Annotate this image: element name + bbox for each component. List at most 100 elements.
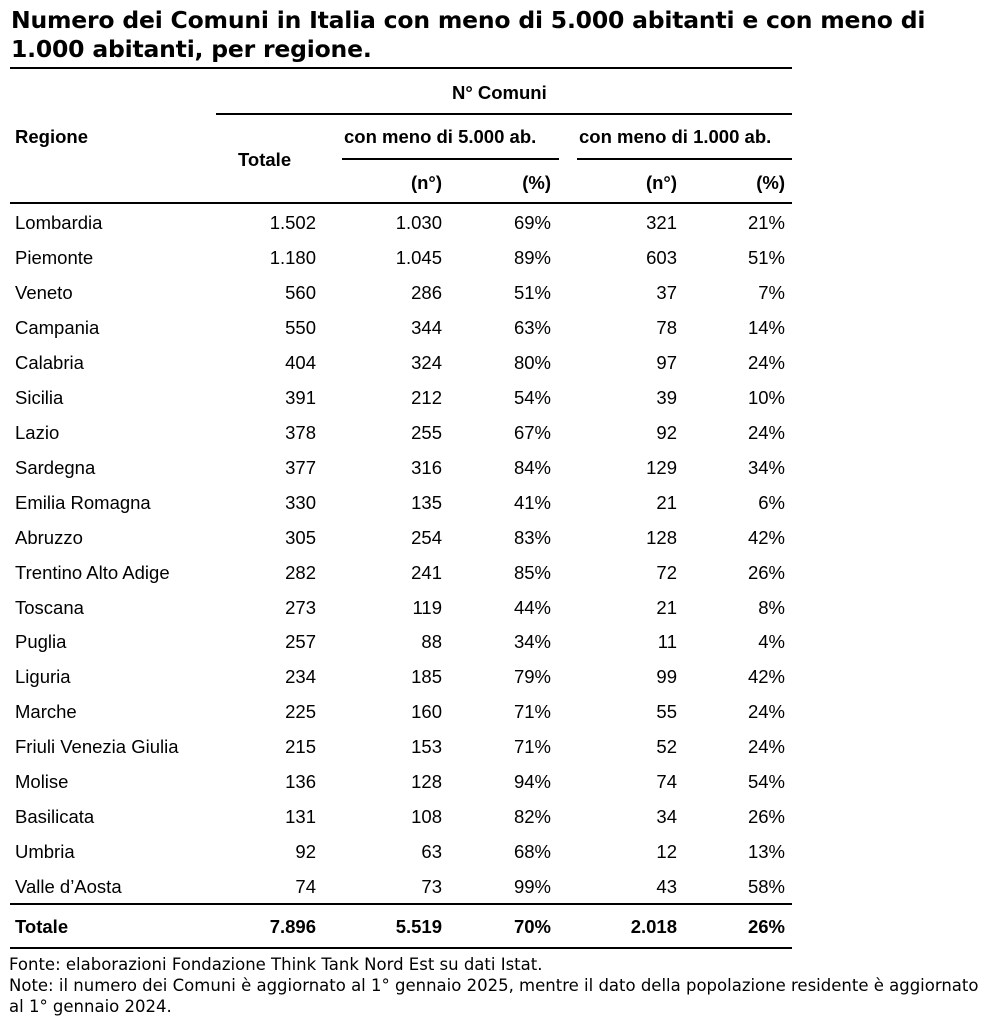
cell-p5: 63% (513, 316, 551, 338)
cell-totale: 225 (285, 701, 316, 723)
cell-totale: 560 (285, 281, 316, 303)
cell-p5: 79% (513, 666, 551, 688)
cell-p1: 26% (747, 806, 785, 828)
cell-p1: 51% (747, 246, 785, 268)
header-sub2: con meno di 1.000 ab. (579, 126, 772, 147)
footnote: Note: il numero dei Comuni è aggiornato … (9, 976, 979, 1016)
table-title: Numero dei Comuni in Italia con meno di … (11, 6, 926, 63)
header-rule (10, 202, 792, 204)
cell-totale: 1.180 (269, 246, 316, 268)
cell-n5: 135 (411, 491, 442, 513)
cell-n5: 254 (411, 526, 442, 548)
source-note: Fonte: elaborazioni Fondazione Think Tan… (9, 955, 543, 974)
cell-n5: 1.045 (395, 246, 442, 268)
cell-p5: 71% (513, 736, 551, 758)
cell-n5: 344 (411, 316, 442, 338)
cell-n1: 37 (656, 281, 677, 303)
total-p5: 70% (513, 916, 551, 937)
total-totale: 7.896 (269, 916, 316, 937)
cell-n5: 73 (421, 876, 442, 898)
cell-p1: 14% (747, 316, 785, 338)
cell-regione: Molise (15, 771, 69, 793)
cell-p1: 26% (747, 561, 785, 583)
cell-p1: 34% (747, 456, 785, 478)
cell-totale: 131 (285, 806, 316, 828)
cell-n5: 286 (411, 281, 442, 303)
cell-totale: 391 (285, 386, 316, 408)
cell-p1: 21% (747, 212, 785, 233)
cell-totale: 273 (285, 596, 316, 618)
cell-p1: 58% (747, 876, 785, 898)
cell-p1: 8% (758, 596, 785, 618)
total-n5: 5.519 (395, 916, 442, 937)
cell-p5: 69% (513, 212, 551, 233)
cell-p5: 83% (513, 526, 551, 548)
cell-totale: 136 (285, 771, 316, 793)
cell-totale: 377 (285, 456, 316, 478)
cell-p5: 89% (513, 246, 551, 268)
cell-totale: 74 (295, 876, 316, 898)
cell-p1: 24% (747, 421, 785, 443)
cell-n1: 99 (656, 666, 677, 688)
cell-p5: 44% (513, 596, 551, 618)
cell-p5: 41% (513, 491, 551, 513)
cell-p5: 54% (513, 386, 551, 408)
cell-n5: 316 (411, 456, 442, 478)
cell-n1: 21 (656, 596, 677, 618)
cell-totale: 92 (295, 841, 316, 863)
cell-p5: 68% (513, 841, 551, 863)
sub1-rule (342, 158, 559, 160)
notes: Fonte: elaborazioni Fondazione Think Tan… (9, 954, 997, 1017)
cell-regione: Calabria (15, 351, 84, 373)
cell-totale: 215 (285, 736, 316, 758)
cell-n1: 43 (656, 876, 677, 898)
cell-n1: 34 (656, 806, 677, 828)
cell-n1: 97 (656, 351, 677, 373)
cell-p1: 6% (758, 491, 785, 513)
cell-regione: Lombardia (15, 212, 103, 233)
cell-p1: 54% (747, 771, 785, 793)
cell-totale: 330 (285, 491, 316, 513)
cell-p5: 51% (513, 281, 551, 303)
sub2-rule (577, 158, 792, 160)
cell-n5: 185 (411, 666, 442, 688)
cell-n1: 74 (656, 771, 677, 793)
cell-n1: 55 (656, 701, 677, 723)
cell-p1: 24% (747, 701, 785, 723)
cell-totale: 305 (285, 526, 316, 548)
cell-regione: Umbria (15, 841, 75, 863)
total-p1: 26% (747, 916, 785, 937)
cell-n5: 119 (412, 596, 443, 618)
cell-n1: 128 (646, 526, 677, 548)
cell-n1: 12 (656, 841, 677, 863)
cell-regione: Puglia (15, 631, 67, 653)
cell-n1: 78 (656, 316, 677, 338)
cell-regione: Piemonte (15, 246, 94, 268)
total-top-rule (10, 903, 792, 905)
cell-n5: 255 (411, 421, 442, 443)
cell-totale: 282 (285, 561, 316, 583)
cell-p1: 24% (747, 351, 785, 373)
cell-regione: Lazio (15, 421, 60, 443)
cell-n5: 128 (411, 771, 442, 793)
cell-n5: 108 (411, 806, 442, 828)
cell-n5: 1.030 (395, 212, 442, 233)
cell-n1: 72 (656, 561, 677, 583)
cell-n1: 39 (656, 386, 677, 408)
cell-regione: Liguria (15, 666, 71, 688)
header-totale: Totale (238, 149, 292, 170)
cell-n5: 88 (421, 631, 442, 653)
cell-n1: 52 (656, 736, 677, 758)
cell-totale: 1.502 (269, 212, 316, 233)
cell-n5: 63 (421, 841, 442, 863)
cell-p5: 80% (513, 351, 551, 373)
cell-regione: Campania (15, 316, 100, 338)
cell-n1: 21 (656, 491, 677, 513)
cell-p5: 34% (513, 631, 551, 653)
header-n1: (n°) (645, 172, 677, 193)
cell-p1: 42% (747, 666, 785, 688)
cell-p5: 84% (513, 456, 551, 478)
cell-totale: 378 (285, 421, 316, 443)
cell-regione: Trentino Alto Adige (15, 561, 170, 583)
